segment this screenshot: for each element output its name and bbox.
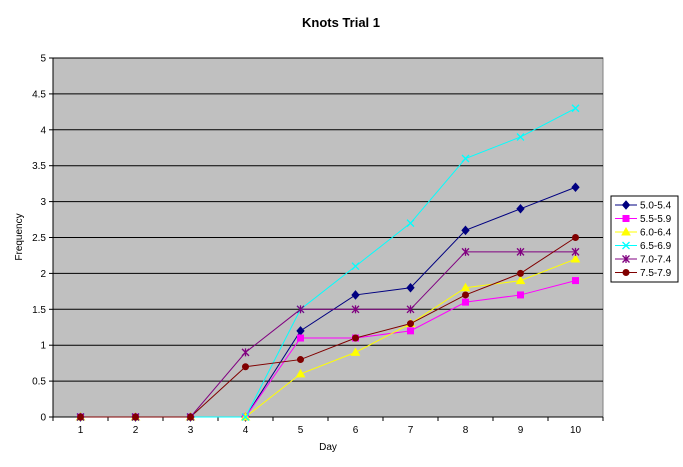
data-point — [517, 291, 524, 299]
marker-stroke — [516, 133, 525, 141]
legend: 5.0-5.4 5.5-5.9 6.0-6.4 6.5-6.9 7.0-7.4 7.5-7… — [610, 195, 679, 283]
data-point — [460, 282, 471, 292]
data-point — [461, 154, 470, 163]
y-tick-label: 2.5 — [32, 233, 46, 244]
data-point — [406, 305, 415, 314]
data-point — [297, 356, 304, 364]
series-lines — [80, 107, 576, 418]
data-point — [77, 413, 84, 421]
y-tick-label: 1 — [40, 341, 46, 352]
gridlines — [49, 57, 603, 418]
series-markers — [75, 104, 581, 422]
data-point — [296, 305, 305, 314]
legend-label: 6.5-6.9 — [640, 241, 672, 252]
data-point — [570, 254, 581, 263]
y-tick-label: 5 — [40, 54, 46, 65]
data-point — [351, 305, 360, 314]
x-tick-label: 8 — [463, 425, 469, 436]
x-tick-label: 2 — [133, 425, 139, 436]
data-point — [351, 262, 360, 271]
data-point — [406, 219, 415, 228]
legend-marker — [621, 226, 631, 236]
data-point — [462, 298, 469, 306]
data-point — [571, 247, 580, 256]
legend-label: 5.0-5.4 — [640, 201, 672, 212]
data-point — [132, 413, 139, 421]
marker-stroke — [406, 219, 415, 228]
data-point — [241, 348, 250, 357]
data-point — [572, 234, 579, 241]
legend-label: 7.0-7.4 — [640, 255, 672, 266]
y-axis-label: Frequency — [14, 213, 25, 260]
y-tick-labels: 0 0.5 1 1.5 2 2.5 3 3.5 4 4.5 5 — [32, 54, 46, 424]
data-point — [406, 283, 415, 293]
y-tick-label: 1.5 — [32, 305, 46, 316]
x-tick-label: 6 — [353, 425, 359, 436]
marker-stroke — [241, 413, 250, 421]
data-point — [187, 413, 194, 421]
x-tick-label: 10 — [570, 425, 582, 436]
data-point — [517, 269, 524, 277]
data-point — [461, 225, 470, 236]
legend-marker — [622, 269, 630, 276]
marker-stroke — [622, 241, 630, 250]
marker-stroke — [571, 104, 580, 113]
y-tick-label: 0.5 — [32, 377, 46, 388]
data-point — [242, 363, 249, 371]
legend-marker — [622, 255, 630, 263]
data-point — [352, 334, 359, 342]
marker-stroke — [461, 154, 470, 163]
y-tick-label: 4.5 — [32, 89, 46, 100]
x-tick-label: 7 — [408, 425, 414, 436]
legend-label: 6.0-6.4 — [640, 228, 672, 239]
data-point — [462, 291, 469, 299]
legend-box — [610, 195, 679, 283]
legend-marker — [622, 215, 630, 222]
data-point — [571, 104, 580, 113]
chart-title: Knots Trial 1 — [302, 15, 380, 30]
data-point — [571, 182, 580, 192]
data-point — [295, 368, 306, 378]
data-point — [241, 413, 250, 421]
x-tick-labels: 1 2 3 4 5 6 7 8 9 10 — [78, 425, 582, 436]
data-point — [516, 204, 525, 214]
data-point — [351, 290, 360, 300]
x-axis-label: Day — [319, 442, 337, 453]
legend-marker — [622, 241, 630, 250]
data-point — [407, 327, 414, 335]
y-tick-label: 4 — [40, 125, 46, 136]
data-point — [516, 247, 525, 256]
marker-stroke — [351, 262, 360, 271]
data-point — [297, 334, 304, 342]
y-tick-label: 0 — [40, 413, 46, 424]
data-point — [572, 277, 579, 285]
data-point — [350, 347, 361, 356]
y-tick-label: 2 — [40, 269, 46, 280]
x-tick-label: 9 — [518, 425, 524, 436]
x-tick-label: 4 — [243, 425, 249, 436]
legend-label: 5.5-5.9 — [640, 214, 672, 225]
x-tick-label: 5 — [298, 425, 304, 436]
legend-label: 7.5-7.9 — [640, 268, 672, 279]
y-tick-label: 3.5 — [32, 161, 46, 172]
x-tick-label: 3 — [188, 425, 194, 436]
y-tick-label: 3 — [40, 197, 46, 208]
data-point — [516, 133, 525, 141]
data-point — [515, 275, 526, 285]
legend-marker — [621, 200, 631, 210]
series-line — [80, 237, 576, 418]
x-tick-label: 1 — [78, 425, 84, 436]
data-point — [407, 320, 414, 328]
data-point — [461, 247, 470, 256]
